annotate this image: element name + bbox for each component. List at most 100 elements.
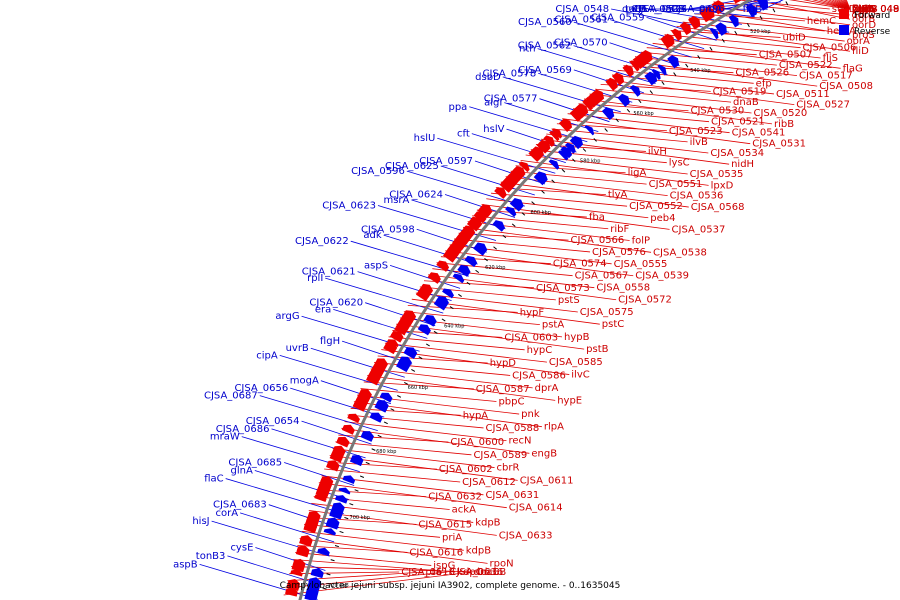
gene-feature <box>557 150 569 161</box>
connector-line <box>415 292 578 313</box>
gene-label-pta: pta <box>425 567 441 578</box>
gene-label-cjsa-0508: CJSA_0508 <box>819 81 873 92</box>
gene-feature <box>739 0 742 2</box>
gene-feature <box>780 0 783 1</box>
gene-feature <box>379 392 393 403</box>
gene-label-cbrr: cbrR <box>497 463 520 474</box>
legend: Forward Reverse <box>839 9 891 37</box>
gene-label-cjsa-0568: CJSA_0568 <box>691 202 745 213</box>
connector-line <box>374 362 511 376</box>
connector-line <box>279 355 398 391</box>
gene-label-ilvh: ilvH <box>648 146 667 157</box>
connector-line <box>383 234 478 265</box>
gene-label-dcub: dcuB <box>481 567 506 578</box>
gene-label-plsc: plsC <box>852 4 873 15</box>
connector-line <box>652 42 841 69</box>
gene-feature <box>338 487 351 495</box>
connector-line <box>676 25 851 52</box>
connector-line <box>789 0 851 10</box>
tick-mark <box>359 475 365 478</box>
tick-mark <box>339 530 344 534</box>
gene-label-ribf: ribF <box>610 224 629 235</box>
gene-label-succ: sucC <box>852 4 876 15</box>
tick-label: 580 kbp <box>580 158 600 164</box>
gene-feature <box>383 341 398 355</box>
gene-label-cjsa-0506: CJSA_0506 <box>803 43 857 54</box>
connector-line <box>689 0 743 10</box>
gene-feature <box>711 0 725 15</box>
connector-line <box>360 388 497 402</box>
gene-label-cjsa-0574: CJSA_0574 <box>553 259 607 270</box>
gene-feature <box>306 515 320 525</box>
gene-feature <box>601 107 615 121</box>
tick-mark <box>649 90 653 94</box>
gene-label-tlya: tlyA <box>608 190 628 201</box>
gene-label-cjsa-0536: CJSA_0536 <box>670 191 724 202</box>
gene-feature <box>299 535 313 547</box>
gene-label-nidh: nidH <box>731 159 754 170</box>
gene-feature <box>396 359 411 373</box>
gene-label-flac: flaC <box>204 474 223 485</box>
gene-feature <box>330 453 343 461</box>
gene-label-htpg: htpG <box>852 4 876 15</box>
gene-labels: crcBpurShtpGpurQplsCCJSA_0485CJSA_0491CJ… <box>173 4 900 578</box>
gene-label-cjsa-0622: CJSA_0622 <box>295 236 349 247</box>
gene-feature <box>370 365 385 377</box>
gene-feature <box>492 220 506 232</box>
gene-label-ilvb: ilvB <box>690 137 708 148</box>
gene-label-oora: oorA <box>847 36 870 47</box>
connector-line <box>823 0 851 10</box>
tick-mark <box>626 108 631 113</box>
connector-line <box>440 256 551 265</box>
gene-label-cjsa-0570: CJSA_0570 <box>554 38 608 49</box>
gene-label-cjsa-0602: CJSA_0602 <box>439 464 493 475</box>
gene-label-cjsa-0517: CJSA_0517 <box>799 71 853 82</box>
tick-mark <box>418 356 423 360</box>
connector-line <box>370 368 533 389</box>
gene-label-hslv: hslV <box>483 124 504 135</box>
connector-line <box>199 564 318 600</box>
gene-label-purq: purQ <box>852 4 877 15</box>
gene-feature <box>308 579 321 587</box>
gene-label-cjsa-0555: CJSA_0555 <box>614 259 668 270</box>
gene-label-cjsa-0539: CJSA_0539 <box>635 271 689 282</box>
gene-features <box>285 0 783 600</box>
gene-feature <box>573 107 585 119</box>
connector-line <box>664 34 801 49</box>
gene-label-cjsa-0560: CJSA_0560 <box>518 17 572 28</box>
gene-label-oorc: oorC <box>851 10 874 21</box>
tick-mark <box>541 190 545 194</box>
tick-mark <box>615 118 619 123</box>
tick-mark <box>330 559 335 562</box>
tick-mark <box>661 81 665 85</box>
connector-line <box>436 262 573 277</box>
gene-label-dnae: dnaE <box>474 567 499 578</box>
gene-feature <box>535 171 548 184</box>
gene-label-cjsa-0485: CJSA_0485 <box>852 4 900 15</box>
gene-feature <box>296 546 310 555</box>
tick-mark <box>721 38 725 43</box>
connector-line <box>472 215 609 230</box>
gene-feature <box>558 118 573 132</box>
tick-mark <box>377 434 382 438</box>
gene-feature <box>756 0 769 11</box>
gene-label-liga: ligA <box>628 168 647 179</box>
gene-feature <box>329 509 343 519</box>
gene-label-cjsa-0522: CJSA_0522 <box>779 60 833 71</box>
legend-forward-label: Forward <box>854 11 890 21</box>
gene-feature <box>469 217 482 229</box>
gene-label-cjsa-0654: CJSA_0654 <box>246 416 300 427</box>
gene-label-cjsa-0616: CJSA_0616 <box>409 547 463 558</box>
gene-label-cjsa-0491: CJSA_0491 <box>852 4 900 15</box>
gene-feature <box>699 7 713 23</box>
gene-label-cjsa-0600: CJSA_0600 <box>450 437 504 448</box>
genome-backbone-arc <box>298 0 753 600</box>
gene-feature <box>509 198 524 212</box>
gene-label-cjsa-0620: CJSA_0620 <box>309 298 363 309</box>
gene-label-cjsa-0625: CJSA_0625 <box>385 161 439 172</box>
gene-feature <box>323 528 336 536</box>
gene-label-ribb: ribB <box>774 119 794 130</box>
gene-feature <box>536 142 549 154</box>
connector-line <box>388 336 525 351</box>
